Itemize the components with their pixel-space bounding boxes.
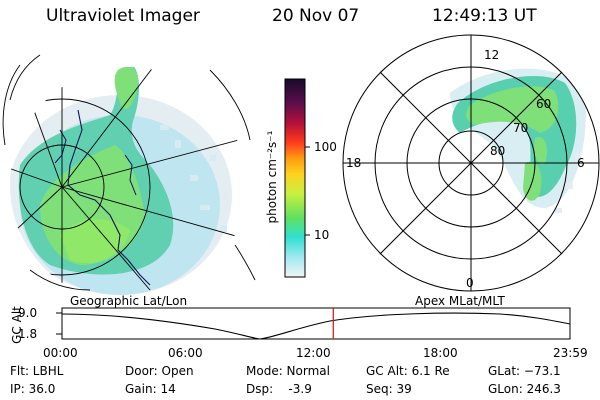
status-ip: IP: 36.0 bbox=[10, 382, 56, 396]
colorbar-unit-label: photon cm⁻²s⁻¹ bbox=[265, 130, 279, 224]
x-tick-0600: 06:00 bbox=[168, 346, 203, 360]
x-tick-2359: 23:59 bbox=[553, 346, 588, 360]
geographic-panel-label: Geographic Lat/Lon bbox=[70, 294, 188, 308]
mlt-label-18: 18 bbox=[346, 156, 362, 170]
orbit-altitude-plot[interactable] bbox=[0, 305, 600, 345]
x-tick-0000: 00:00 bbox=[43, 346, 78, 360]
status-door: Door: Open bbox=[125, 364, 194, 378]
colorbar-tick-10: 10 bbox=[314, 228, 330, 242]
status-mode: Mode: Normal bbox=[246, 364, 330, 378]
mlt-label-0: 0 bbox=[466, 276, 474, 290]
y-tick-9-0: 9.0 bbox=[18, 306, 38, 320]
lat-label-60: 60 bbox=[536, 97, 552, 111]
time-label: 12:49:13 UT bbox=[432, 6, 537, 26]
status-gc-alt: GC Alt: 6.1 Re bbox=[366, 364, 450, 378]
status-glat: GLat: −73.1 bbox=[488, 364, 561, 378]
y-tick-1-8: 1.8 bbox=[18, 327, 38, 341]
status-glon: GLon: 246.3 bbox=[488, 382, 561, 396]
lat-label-80: 80 bbox=[490, 144, 506, 158]
geographic-image[interactable] bbox=[0, 45, 270, 295]
x-tick-1800: 18:00 bbox=[423, 346, 458, 360]
status-gain: Gain: 14 bbox=[125, 382, 176, 396]
date-label: 20 Nov 07 bbox=[272, 6, 360, 26]
lat-label-70: 70 bbox=[513, 121, 529, 135]
status-dsp: Dsp: -3.9 bbox=[246, 382, 312, 396]
x-tick-1200: 12:00 bbox=[296, 346, 331, 360]
apex-panel-label: Apex MLat/MLT bbox=[415, 294, 505, 308]
status-seq: Seq: 39 bbox=[366, 382, 412, 396]
colorbar bbox=[284, 78, 310, 278]
polar-image[interactable] bbox=[340, 33, 600, 293]
mlt-label-12: 12 bbox=[484, 48, 500, 62]
mlt-label-6: 6 bbox=[577, 156, 585, 170]
colorbar-tick-100: 100 bbox=[314, 140, 337, 154]
instrument-title: Ultraviolet Imager bbox=[46, 6, 200, 26]
status-flt: Flt: LBHL bbox=[10, 364, 64, 378]
